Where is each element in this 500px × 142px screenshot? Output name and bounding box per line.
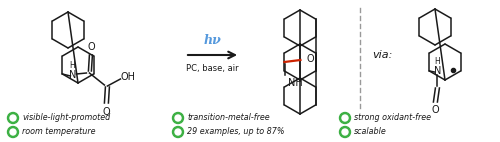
Circle shape <box>175 115 181 121</box>
Text: H: H <box>70 60 75 69</box>
Text: N: N <box>68 70 76 80</box>
Text: hν: hν <box>204 35 222 48</box>
Text: scalable: scalable <box>354 128 387 136</box>
Text: NH: NH <box>288 78 303 88</box>
Text: via:: via: <box>372 50 392 60</box>
Circle shape <box>10 129 16 135</box>
Circle shape <box>175 129 181 135</box>
Circle shape <box>342 129 348 135</box>
Text: PC, base, air: PC, base, air <box>186 64 239 74</box>
Text: O: O <box>88 42 95 52</box>
Circle shape <box>340 112 350 124</box>
Text: transition-metal-free: transition-metal-free <box>187 113 270 123</box>
Text: room temperature: room temperature <box>22 128 96 136</box>
Text: H: H <box>434 57 440 65</box>
Text: strong oxidant-free: strong oxidant-free <box>354 113 431 123</box>
Text: N: N <box>434 66 441 76</box>
Text: OH: OH <box>121 72 136 82</box>
Circle shape <box>340 127 350 137</box>
Circle shape <box>342 115 348 121</box>
Circle shape <box>8 127 18 137</box>
Circle shape <box>10 115 16 121</box>
Circle shape <box>8 112 18 124</box>
Text: O: O <box>432 105 439 115</box>
Text: O: O <box>102 107 110 117</box>
Circle shape <box>172 127 184 137</box>
Text: 29 examples, up to 87%: 29 examples, up to 87% <box>187 128 284 136</box>
Text: O: O <box>306 54 314 64</box>
Text: visible-light-promoted: visible-light-promoted <box>22 113 110 123</box>
Circle shape <box>172 112 184 124</box>
